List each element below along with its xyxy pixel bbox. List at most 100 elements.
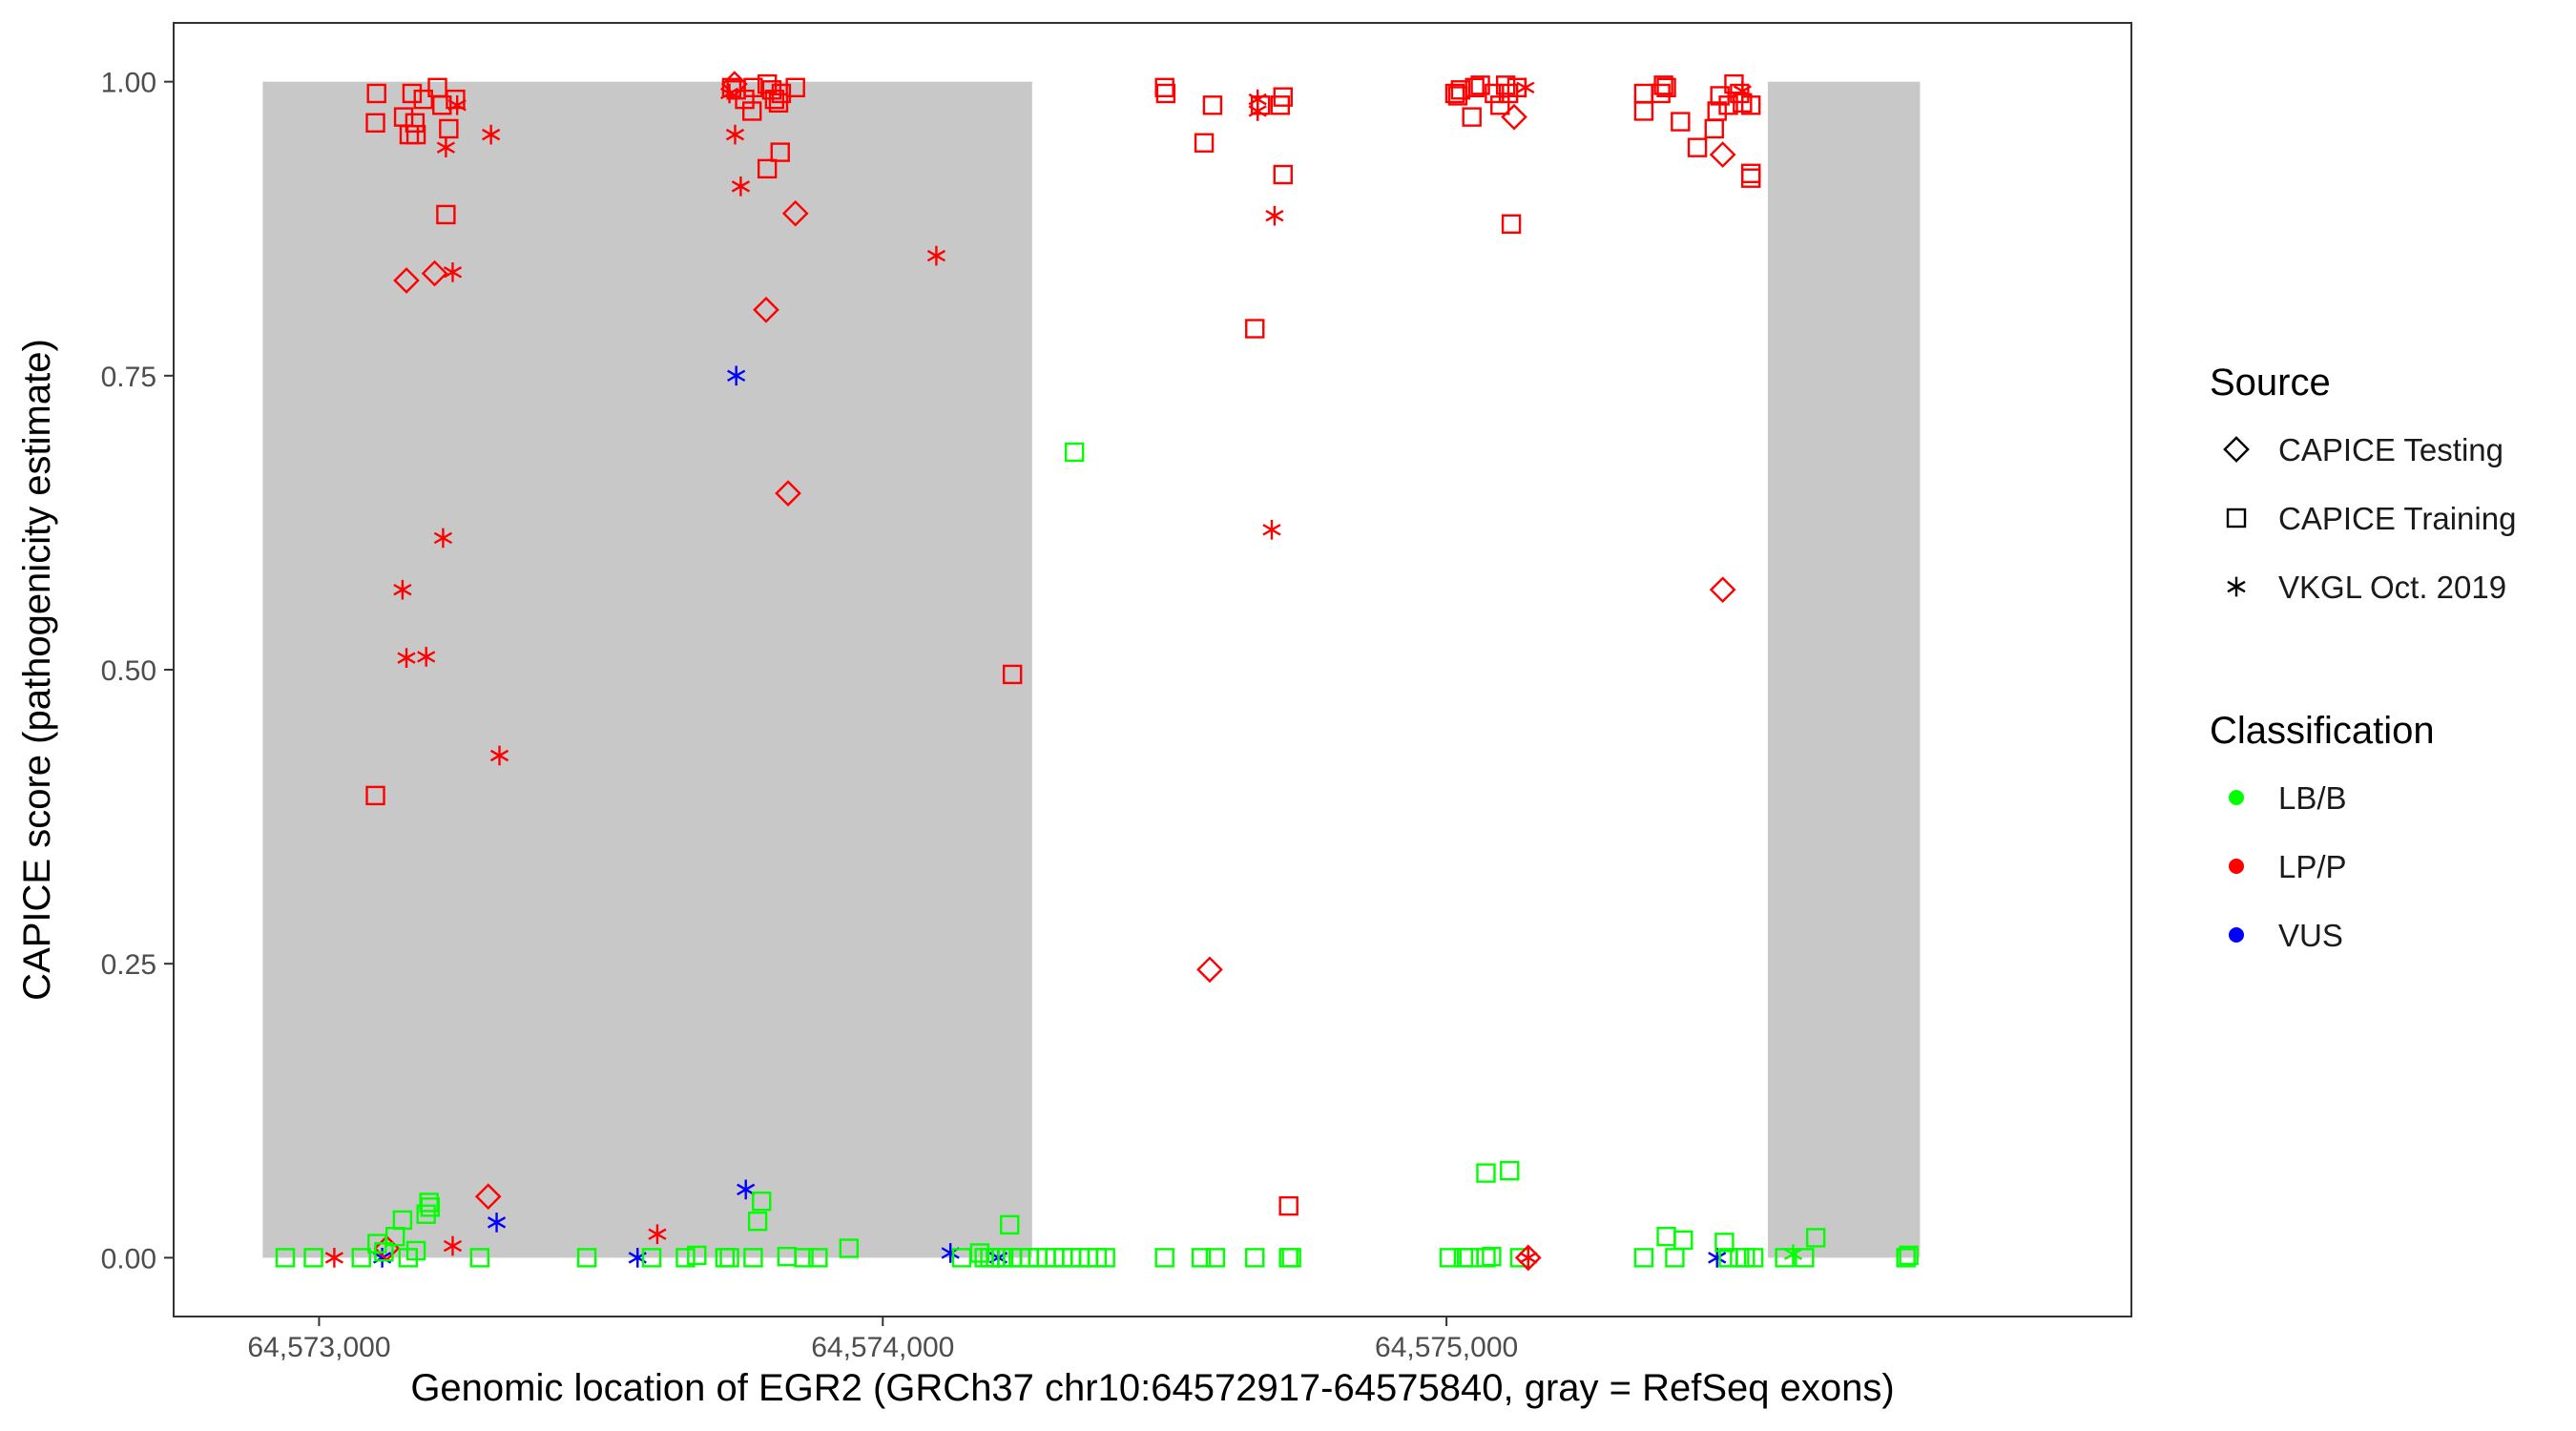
data-point [402, 83, 423, 104]
data-point [785, 77, 805, 98]
x-tick-label: 64,575,000 [1375, 1332, 1518, 1363]
data-point [808, 1248, 828, 1268]
data-point [275, 1248, 296, 1268]
legend-label: LP/P [2278, 849, 2347, 884]
data-point [405, 124, 426, 145]
legend-source: Source CAPICE Testing CAPICE Training VKGL … [2210, 362, 2516, 605]
data-point [436, 137, 455, 158]
exon-region-2 [1767, 81, 1921, 1258]
data-point [687, 1245, 707, 1266]
y-tick-label: 0.75 [101, 362, 156, 393]
data-point [416, 1204, 436, 1224]
data-point [1501, 214, 1522, 234]
data-point [1191, 1248, 1212, 1268]
legend-label: VUS [2278, 918, 2343, 953]
data-point [443, 1235, 463, 1256]
data-point [743, 1248, 763, 1268]
data-point [1714, 1233, 1735, 1253]
legend-label: VKGL Oct. 2019 [2278, 570, 2506, 605]
exon-region-1 [262, 81, 1032, 1258]
data-point [1671, 112, 1691, 132]
data-point [1476, 1163, 1496, 1183]
data-point [1516, 77, 1535, 98]
data-point [446, 89, 466, 110]
data-point [397, 648, 416, 669]
x-axis: 64,573,000 64,574,000 64,575,000 [247, 1317, 1518, 1363]
data-point [1064, 442, 1085, 463]
data-point [1262, 519, 1281, 540]
data-point [433, 528, 453, 549]
data-point [447, 94, 467, 115]
data-point [405, 113, 426, 133]
data-point [747, 1211, 768, 1232]
x-tick-label: 64,573,000 [247, 1332, 390, 1363]
y-tick-label: 0.25 [101, 949, 156, 981]
y-axis: 0.00 0.25 0.50 0.75 1.00 [101, 68, 174, 1275]
data-point [1248, 101, 1267, 121]
data-point [1155, 83, 1176, 104]
data-point [721, 71, 748, 97]
data-point [392, 1210, 413, 1231]
data-point [1899, 1245, 1919, 1266]
data-point [417, 647, 436, 667]
y-tick-label: 0.50 [101, 655, 156, 687]
data-point [1194, 133, 1215, 153]
data-point [1733, 81, 1752, 101]
data-point [405, 1240, 426, 1261]
data-point [1095, 1248, 1115, 1268]
data-point [303, 1248, 323, 1268]
data-point [752, 1191, 772, 1212]
data-point [719, 1248, 739, 1268]
data-point [1709, 141, 1736, 168]
legend-key-asterisk [2227, 576, 2246, 597]
data-point [374, 1241, 394, 1262]
data-point [764, 89, 785, 110]
y-axis-title: CAPICE score (pathogenicity estimate) [16, 339, 58, 1001]
data-point [351, 1248, 371, 1268]
data-point [926, 245, 946, 266]
data-point [413, 89, 433, 110]
data-point [753, 296, 779, 323]
data-point [743, 77, 763, 98]
data-point [324, 1248, 343, 1268]
data-point [393, 579, 412, 600]
data-point [1439, 1248, 1460, 1268]
data-point [794, 1248, 814, 1268]
data-point [1482, 1246, 1502, 1267]
legend-label: CAPICE Training [2278, 501, 2516, 536]
data-point [1500, 1160, 1520, 1181]
data-point [781, 199, 809, 227]
legend-key-diamond [2223, 436, 2250, 463]
data-point [365, 113, 385, 133]
data-point [443, 261, 463, 282]
data-point [1740, 168, 1761, 188]
data-point [1476, 1248, 1496, 1268]
data-point [469, 1248, 490, 1268]
data-point [1687, 137, 1708, 157]
data-point [474, 1183, 502, 1211]
data-point [1450, 80, 1471, 100]
legend-key-circle [2229, 790, 2244, 805]
data-point [365, 785, 385, 806]
data-point [393, 267, 420, 294]
data-point [1245, 1248, 1265, 1268]
data-point [725, 124, 745, 145]
data-point [991, 1248, 1011, 1268]
exon-regions [262, 81, 1921, 1258]
data-point [421, 259, 448, 287]
legend-title: Source [2210, 362, 2331, 404]
data-point [1245, 319, 1265, 339]
data-point [1743, 1248, 1764, 1268]
data-point [648, 1224, 667, 1245]
data-point [1783, 1244, 1803, 1265]
legend-label: LB/B [2278, 780, 2347, 816]
legend-label: CAPICE Testing [2278, 432, 2503, 467]
legend-key-square [2226, 508, 2247, 529]
data-point [1805, 1228, 1826, 1248]
data-point [1205, 1248, 1226, 1268]
data-point [719, 83, 739, 104]
data-point [1281, 1248, 1301, 1268]
data-point [775, 480, 801, 507]
data-point [487, 1213, 507, 1233]
